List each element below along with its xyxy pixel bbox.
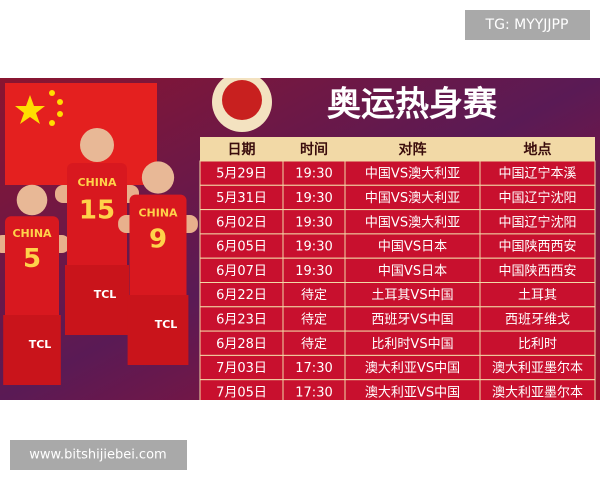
logo-ball [222, 80, 262, 120]
watermark: www.bitshijiebei.com [29, 448, 166, 463]
header-cell: 对阵 [399, 141, 427, 158]
table-cell: 6月23日 [216, 312, 267, 327]
table-row [199, 209, 596, 235]
star [49, 120, 55, 126]
table-cell: 待定 [301, 312, 327, 327]
jersey [129, 194, 187, 305]
table-cell: 中国辽宁本溪 [498, 166, 576, 182]
table-cell: 6月02日 [216, 215, 267, 230]
star [15, 95, 45, 124]
star [57, 99, 63, 105]
star [57, 111, 63, 117]
table-cell: 7月03日 [216, 361, 267, 376]
jersey-team: CHINA [77, 176, 117, 189]
table-cell: 6月22日 [216, 288, 267, 303]
table-row [199, 184, 596, 211]
table-cell: 7月05日 [216, 385, 267, 400]
table-cell: 5月29日 [216, 167, 267, 182]
title: 奥运热身赛 [327, 85, 498, 125]
table-row [199, 330, 596, 356]
table-cell: 19:30 [295, 240, 332, 255]
badge [465, 10, 590, 40]
table-cell: 比利时 [518, 337, 557, 352]
table-cell: 5月31日 [216, 191, 267, 206]
table-cell: 澳大利亚VS中国 [365, 360, 460, 376]
table-row [199, 306, 596, 332]
table-cell: 中国VS澳大利亚 [365, 190, 460, 206]
table-cell: 19:30 [295, 215, 332, 230]
table-row [199, 233, 596, 259]
table-cell: 19:30 [295, 167, 332, 182]
jersey-team: CHINA [12, 227, 52, 240]
table-cell: 19:30 [295, 264, 332, 279]
table-cell: 中国VS澳大利亚 [365, 214, 460, 230]
table-cell: 比利时VS中国 [371, 337, 453, 352]
sponsor: TCL [94, 288, 117, 301]
head [16, 184, 48, 216]
table-cell: 6月07日 [216, 264, 267, 279]
table-header [200, 137, 595, 161]
head [141, 161, 175, 194]
table-cell: 澳大利亚墨尔本 [492, 384, 583, 400]
jersey [67, 163, 127, 273]
header-cell: 时间 [300, 141, 328, 158]
table-cell: 中国VS日本 [378, 264, 447, 279]
table-cell: 6月28日 [216, 337, 267, 352]
table-cell: 中国陕西西安 [498, 264, 576, 279]
table-row [199, 379, 596, 400]
table-cell: 6月05日 [216, 240, 267, 255]
players: CHINA 5 TCL CHINA 15 TCL CHINA 9 TCL [0, 128, 198, 385]
table-row [199, 282, 596, 308]
head [80, 128, 114, 162]
shorts [3, 315, 61, 385]
table-cell: 澳大利亚墨尔本 [492, 360, 583, 376]
table-cell: 中国辽宁沈阳 [498, 190, 576, 206]
sponsor: TCL [155, 318, 178, 331]
sponsor: TCL [29, 338, 52, 351]
table-cell: 土耳其 [518, 288, 557, 303]
header-cell: 地点 [524, 141, 552, 158]
jersey-team: CHINA [138, 207, 178, 220]
table-cell: 西班牙维戈 [505, 312, 570, 327]
header-cell: 日期 [228, 142, 256, 158]
watermark: TG: MYYJJPP [485, 17, 569, 33]
table-cell: 中国VS日本 [378, 240, 447, 255]
table-cell: 待定 [301, 337, 327, 352]
table-cell: 中国VS澳大利亚 [365, 166, 460, 182]
jersey-number: 5 [23, 244, 41, 274]
table-cell: 17:30 [295, 361, 332, 376]
table-cell: 土耳其VS中国 [371, 288, 453, 303]
table-cell: 西班牙VS中国 [371, 312, 453, 327]
table-cell: 中国陕西西安 [498, 240, 576, 255]
table: 日期 时间 对阵 地点 5月29日 19:30 中国VS澳大利亚 中国辽宁本溪 5月31日 19:… [199, 137, 596, 400]
banner: 奥运热身赛 日期 时间 对阵 地点 5月29日 19:30 中国VS澳大利亚 中国辽宁本溪 5月… [0, 78, 600, 400]
table-row [199, 257, 596, 284]
star [49, 90, 55, 96]
shorts [65, 265, 129, 335]
jersey [5, 216, 59, 327]
badge [10, 440, 187, 470]
jersey-number: 15 [79, 196, 115, 226]
table-cell: 待定 [301, 288, 327, 303]
shorts [127, 295, 189, 365]
table-cell: 中国辽宁沈阳 [498, 214, 576, 230]
jersey-number: 9 [149, 225, 167, 255]
table-cell: 17:30 [295, 385, 332, 400]
table-cell: 澳大利亚VS中国 [365, 384, 460, 400]
table-cell: 19:30 [295, 191, 332, 206]
table-row [199, 160, 596, 186]
